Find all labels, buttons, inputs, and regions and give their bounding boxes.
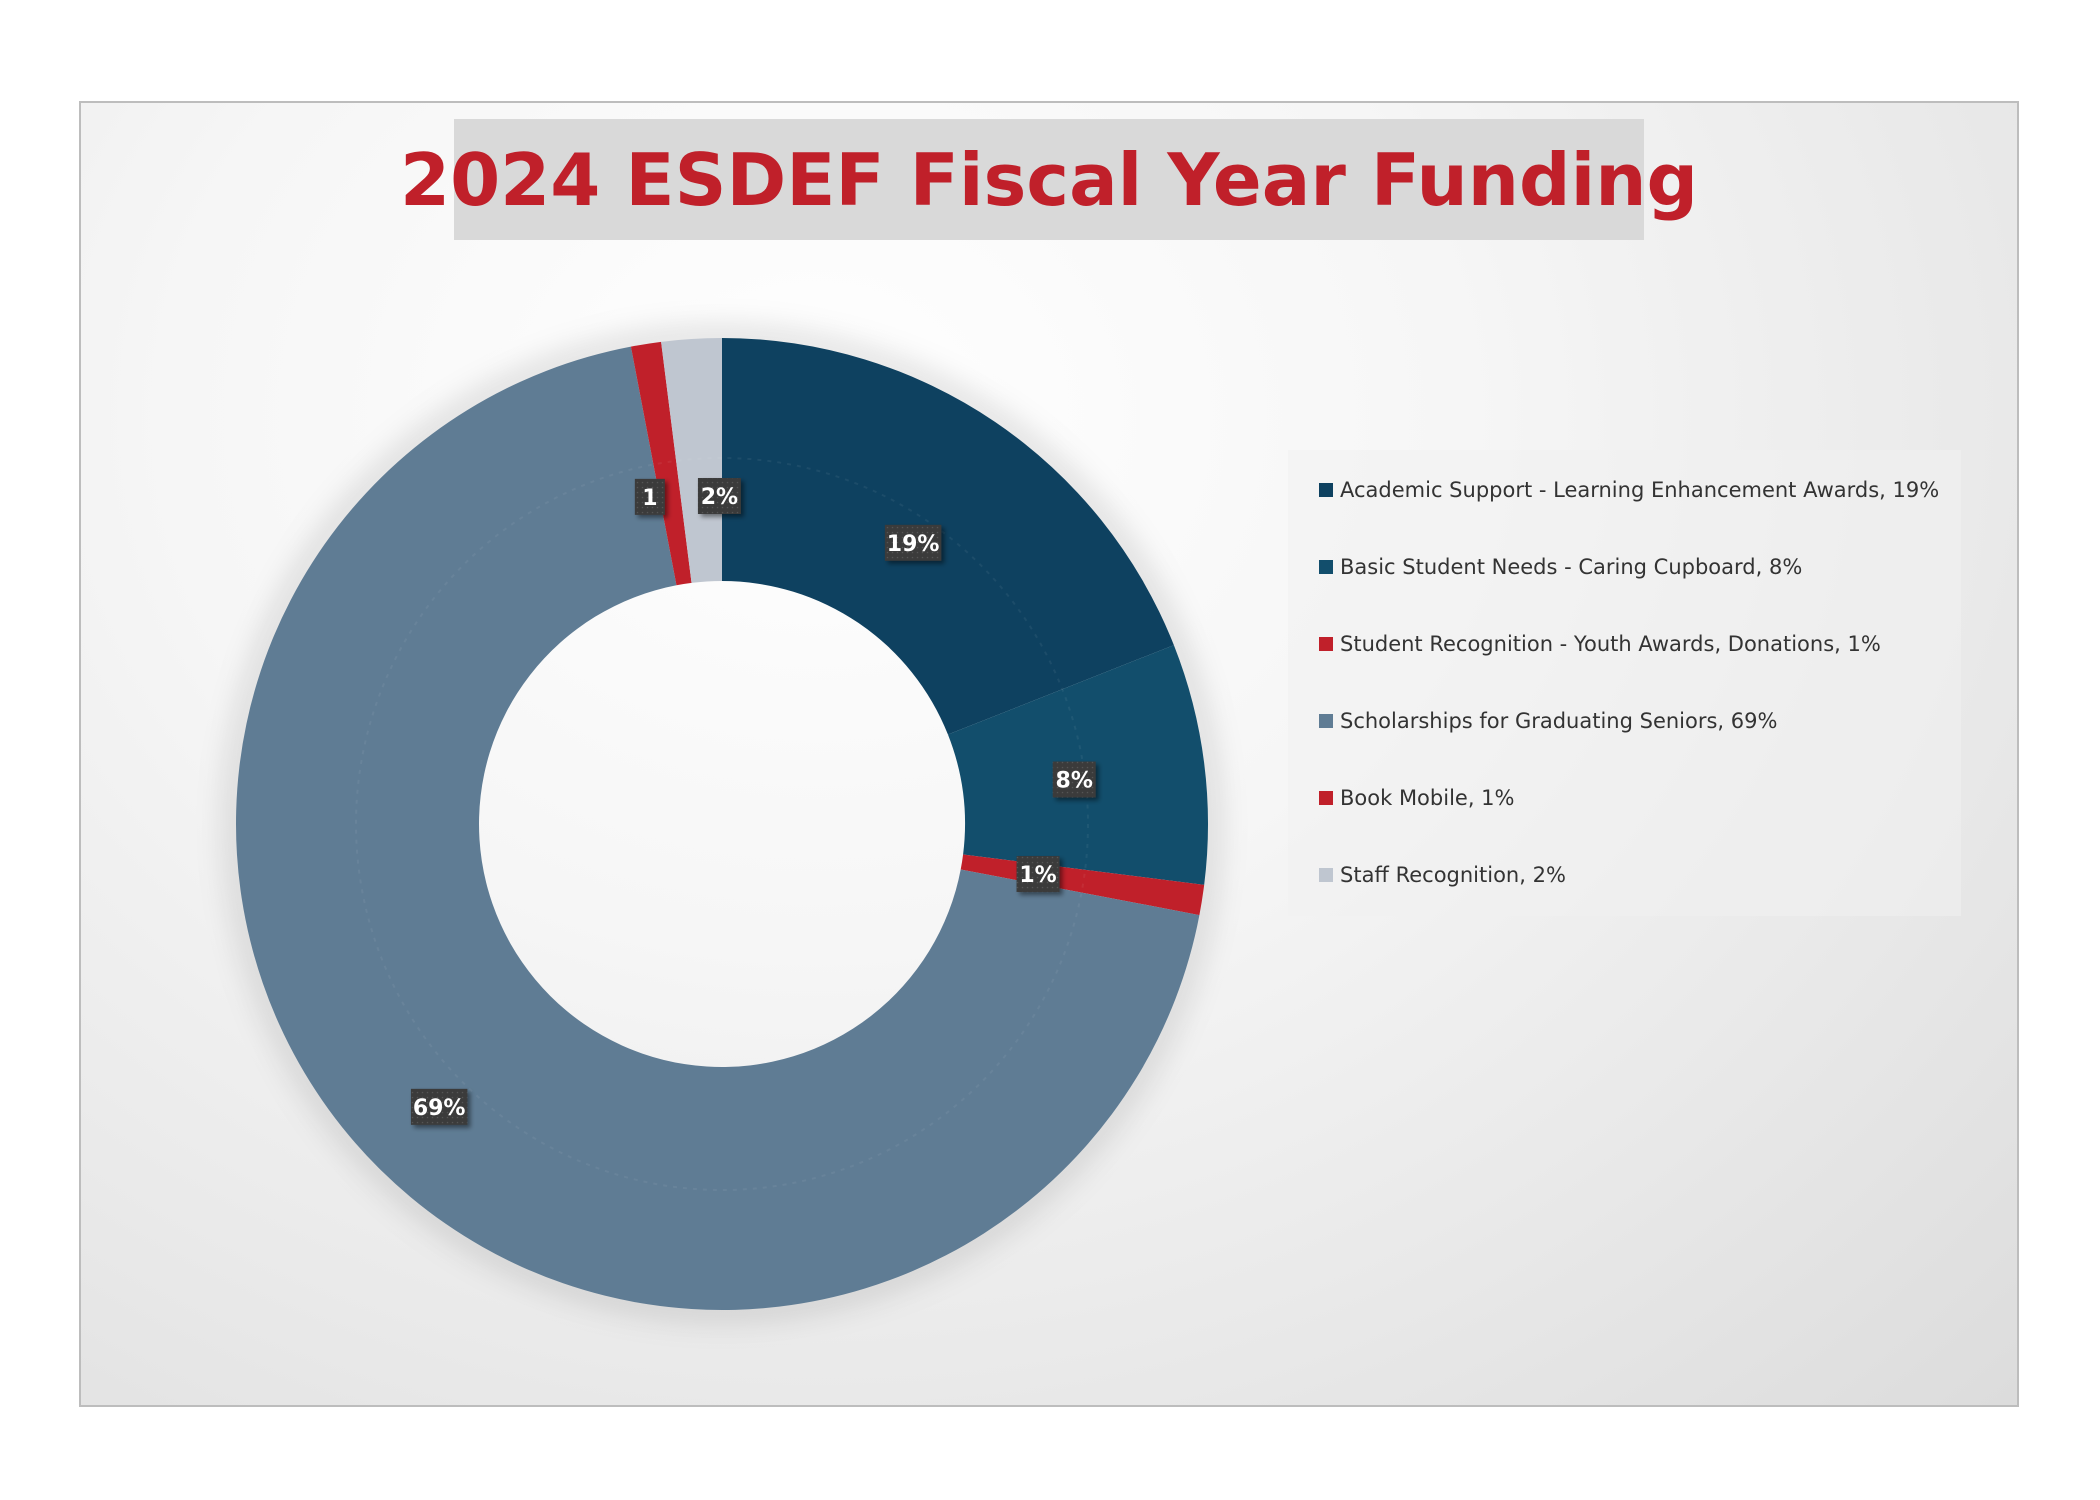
- data-label-box: [634, 478, 665, 515]
- legend-label: Staff Recognition, 2%: [1340, 863, 1566, 887]
- legend-item-student-recognition: Student Recognition - Youth Awards, Dona…: [1319, 624, 1881, 664]
- data-label-text: 1%: [1019, 863, 1056, 888]
- legend-swatch-staff-recognition: [1319, 868, 1333, 882]
- legend-label: Book Mobile, 1%: [1340, 786, 1515, 810]
- chart-title-box: 2024 ESDEF Fiscal Year Funding: [400, 119, 1698, 240]
- data-label-book-mobile: 1: [634, 478, 665, 515]
- data-label-box: [884, 524, 942, 561]
- legend-item-staff-recognition: Staff Recognition, 2%: [1319, 855, 1566, 895]
- donut-slice-staff-recognition: [661, 338, 722, 583]
- legend-swatch-book-mobile: [1319, 791, 1333, 805]
- legend-item-academic-support: Academic Support - Learning Enhancement …: [1319, 470, 1939, 510]
- legend-swatch-student-recognition: [1319, 637, 1333, 651]
- legend-label: Basic Student Needs - Caring Cupboard, 8…: [1340, 555, 1803, 579]
- data-label-text: 2%: [701, 485, 738, 510]
- chart-title: 2024 ESDEF Fiscal Year Funding: [399, 137, 1699, 222]
- legend-item-scholarships: Scholarships for Graduating Seniors, 69%: [1319, 701, 1777, 741]
- data-label-staff-recognition: 2%: [697, 478, 741, 515]
- data-label-box: [410, 1088, 468, 1125]
- data-label-box: [1016, 856, 1060, 893]
- legend-swatch-academic-support: [1319, 483, 1333, 497]
- data-label-text: 8%: [1056, 769, 1093, 794]
- legend-item-book-mobile: Book Mobile, 1%: [1319, 778, 1515, 818]
- legend-label: Student Recognition - Youth Awards, Dona…: [1340, 632, 1881, 656]
- data-label-text: 69%: [413, 1096, 466, 1121]
- data-label-basic-student-needs: 8%: [1052, 761, 1096, 798]
- legend-label: Scholarships for Graduating Seniors, 69%: [1340, 709, 1778, 733]
- donut-slice-scholarships: [235, 346, 1200, 1310]
- data-label-student-recognition: 1%: [1016, 856, 1060, 893]
- data-label-box: [697, 478, 741, 515]
- donut-slice-book-mobile: [630, 341, 692, 586]
- legend-label: Academic Support - Learning Enhancement …: [1340, 478, 1940, 502]
- data-label-academic-support: 19%: [884, 524, 942, 561]
- data-label-text: 1: [642, 486, 657, 511]
- data-label-box: [1052, 761, 1096, 798]
- donut-slice-academic-support: [722, 338, 1174, 735]
- donut-inner-guide: [355, 457, 1089, 1191]
- data-label-text: 19%: [887, 532, 940, 557]
- legend: Academic Support - Learning Enhancement …: [1288, 450, 1961, 916]
- legend-swatch-scholarships: [1319, 714, 1333, 728]
- legend-item-basic-student-needs: Basic Student Needs - Caring Cupboard, 8…: [1319, 547, 1802, 587]
- legend-swatch-basic-student-needs: [1319, 560, 1333, 574]
- data-label-scholarships: 69%: [410, 1088, 468, 1125]
